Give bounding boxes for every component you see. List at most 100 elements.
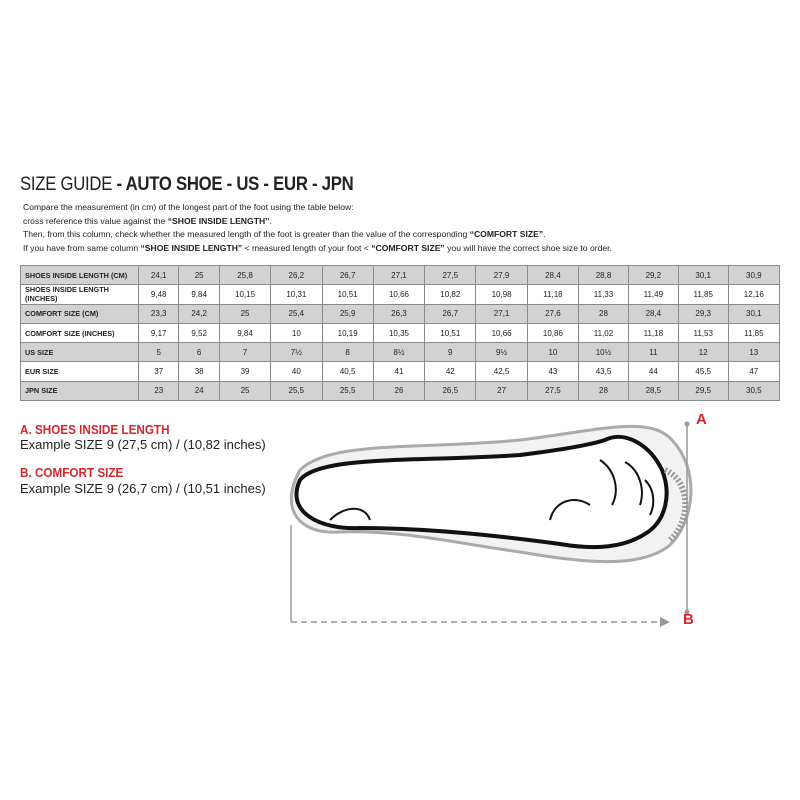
page-title: SIZE GUIDE - AUTO SHOE - US - EUR - JPN (20, 174, 354, 196)
marker-b-dot (684, 609, 690, 615)
table-cell: 29,3 (677, 303, 729, 324)
table-cell: 24,1 (137, 264, 180, 286)
instruction-line-2: cross reference this value against the “… (23, 215, 272, 226)
table-cell: 25 (178, 264, 220, 286)
table-cell: 11,33 (578, 284, 629, 305)
heel-arch-line (329, 507, 371, 521)
table-cell: 10½ (578, 342, 629, 363)
arrow-head-icon (660, 617, 670, 627)
table-cell: 28 (578, 380, 629, 402)
table-cell: 27,5 (526, 380, 580, 402)
marker-b-label: B (683, 611, 694, 628)
table-row: EUR SIZE 37 38 39 40 40,5 41 42 42,5 43 43,5 44 45,5… (20, 361, 781, 382)
table-cell: 11 (627, 342, 679, 363)
table-cell: 44 (627, 361, 679, 382)
table-cell: 10,82 (424, 284, 477, 305)
table-row: SHOES INSIDE LENGTH (CM) 24,1 25 25,8 26,2 26… (20, 264, 781, 286)
foot-outline (294, 434, 669, 550)
table-cell: 43,5 (578, 361, 629, 382)
table-cell: 9 (424, 342, 477, 363)
table-cell: 30,9 (727, 264, 781, 286)
size-table: SHOES INSIDE LENGTH (CM) 24,1 25 25,8 26,2 26… (20, 264, 781, 402)
table-row: US SIZE 5 6 7 7½ 8 8½ 9 9½ 10 10½ 11 12 13 (20, 342, 781, 363)
table-cell: 10,19 (321, 322, 374, 344)
table-cell: 9,84 (218, 322, 272, 344)
table-cell: 9,52 (178, 322, 220, 344)
table-cell: 13 (727, 342, 781, 363)
table-cell: 6 (178, 342, 220, 363)
table-cell: 27 (475, 380, 528, 402)
legend-a-title: A. SHOES INSIDE LENGTH (20, 422, 170, 437)
table-row: COMFORT SIZE (CM) 23,3 24,2 25 25,4 25,9 26,3 2… (20, 303, 781, 324)
title-prefix: SIZE GUIDE (20, 174, 113, 195)
row-label: JPN SIZE (20, 380, 139, 402)
toe-cap-hatch (663, 467, 689, 543)
table-cell: 7½ (270, 342, 323, 363)
table-cell: 23,3 (137, 303, 180, 324)
table-cell: 27,1 (372, 264, 426, 286)
table-cell: 25,5 (270, 380, 323, 402)
instruction-line-4: If you have from same column “SHOE INSID… (23, 243, 612, 254)
table-cell: 10,98 (475, 284, 528, 305)
marker-a-dot (684, 421, 690, 427)
table-cell: 41 (372, 361, 426, 382)
row-label: COMFORT SIZE (CM) (20, 303, 139, 324)
table-cell: 11,85 (677, 284, 729, 305)
table-cell: 28 (578, 303, 629, 324)
table-cell: 11,18 (627, 322, 679, 344)
table-cell: 10,51 (321, 284, 374, 305)
table-cell: 10,66 (372, 284, 426, 305)
table-cell: 25,9 (321, 303, 374, 324)
table-cell: 45,5 (677, 361, 729, 382)
table-cell: 10 (270, 322, 323, 344)
table-cell: 10,51 (424, 322, 477, 344)
table-cell: 5 (137, 342, 180, 363)
toe-lines (549, 459, 655, 521)
table-cell: 11,18 (526, 284, 580, 305)
table-cell: 26,7 (424, 303, 477, 324)
table-cell: 24,2 (178, 303, 220, 324)
table-cell: 39 (218, 361, 272, 382)
row-label: US SIZE (20, 342, 139, 363)
legend-b-example: Example SIZE 9 (26,7 cm) / (10,51 inches… (20, 481, 266, 496)
table-cell: 26 (372, 380, 426, 402)
table-cell: 9,48 (137, 284, 180, 305)
table-cell: 11,85 (727, 322, 781, 344)
instructions: Compare the measurement (in cm) of the l… (23, 201, 612, 256)
table-cell: 25,5 (321, 380, 374, 402)
table-cell: 27,9 (475, 264, 528, 286)
legend-a-example: Example SIZE 9 (27,5 cm) / (10,82 inches… (20, 437, 266, 452)
table-cell: 38 (178, 361, 220, 382)
table-cell: 30,5 (727, 380, 781, 402)
marker-a-label: A (696, 411, 707, 428)
table-cell: 8 (321, 342, 374, 363)
table-cell: 29,5 (677, 380, 729, 402)
table-cell: 28,4 (526, 264, 580, 286)
table-cell: 30,1 (727, 303, 781, 324)
table-cell: 23 (137, 380, 180, 402)
table-cell: 43 (526, 361, 580, 382)
table-cell: 11,49 (627, 284, 679, 305)
table-row: SHOES INSIDE LENGTH (INCHES) 9,48 9,84 10,1… (20, 284, 781, 305)
row-label: SHOES INSIDE LENGTH (INCHES) (20, 284, 139, 305)
table-cell: 8½ (372, 342, 426, 363)
table-cell: 40 (270, 361, 323, 382)
table-row: COMFORT SIZE (INCHES) 9,17 9,52 9,84 10 10,19… (20, 322, 781, 344)
table-cell: 28,5 (627, 380, 679, 402)
instruction-line-1: Compare the measurement (in cm) of the l… (23, 202, 354, 212)
row-label: COMFORT SIZE (INCHES) (20, 322, 139, 344)
table-cell: 24 (178, 380, 220, 402)
table-cell: 40,5 (321, 361, 374, 382)
table-cell: 30,1 (677, 264, 729, 286)
instruction-line-3: Then, from this column, check whether th… (23, 229, 546, 240)
table-row: JPN SIZE 23 24 25 25,5 25,5 26 26,5 27 27,5 28 28,5… (20, 380, 781, 402)
table-cell: 10 (526, 342, 580, 363)
table-cell: 9,84 (178, 284, 220, 305)
table-cell: 26,7 (321, 264, 374, 286)
table-cell: 9½ (475, 342, 528, 363)
table-cell: 26,5 (424, 380, 477, 402)
row-label: EUR SIZE (20, 361, 139, 382)
title-bold: - AUTO SHOE - US - EUR - JPN (112, 174, 354, 195)
legend-b-title: B. COMFORT SIZE (20, 465, 124, 480)
